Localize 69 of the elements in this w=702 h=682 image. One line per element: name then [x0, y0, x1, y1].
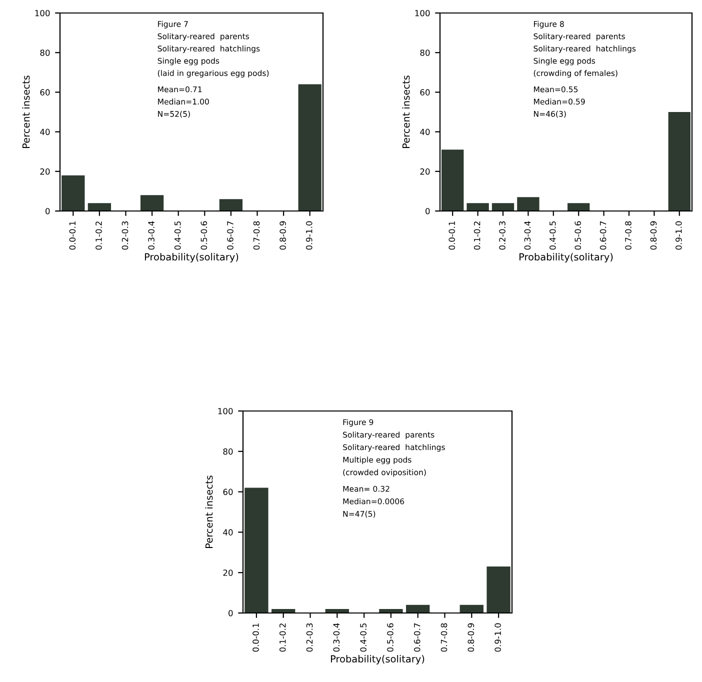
x-tick-label: 0.4-0.5	[360, 623, 366, 652]
x-tick-label: 0.1-0.2	[96, 222, 102, 250]
y-tick-label: 20	[40, 168, 50, 175]
x-tick-label: 0.9-1.0	[494, 623, 501, 652]
y-tick-label: 0	[426, 208, 430, 214]
bar	[219, 199, 243, 211]
y-tick-label: 0	[46, 208, 50, 214]
x-tick-label: 0.7-0.8	[625, 221, 632, 250]
y-tick-label: 40	[420, 128, 430, 136]
x-tick-label: 0.5-0.6	[200, 221, 208, 250]
y-tick-label: 20	[223, 570, 233, 576]
y-tick-label: 80	[40, 50, 50, 56]
x-tick-label: 0.5-0.6	[574, 221, 582, 250]
x-tick-label: 0.1-0.2	[474, 222, 480, 250]
x-tick-label: 0.3-0.4	[333, 623, 340, 652]
x-tick-label: 0.2-0.3	[122, 221, 128, 250]
y-tick-label: 80	[223, 448, 233, 455]
bar	[460, 604, 484, 613]
x-tick-label: 0.4-0.5	[174, 221, 181, 250]
y-tick-label: 0	[228, 610, 233, 616]
x-tick-label: 0.3-0.4	[524, 221, 531, 250]
y-tick-label: 20	[420, 168, 430, 175]
bar	[517, 197, 540, 211]
y-tick-label: 60	[223, 488, 233, 496]
y-tick-label: 40	[223, 529, 233, 536]
x-tick-label: 0.6-0.7	[600, 221, 606, 250]
y-tick-label: 60	[420, 89, 430, 96]
y-tick-label: 60	[40, 89, 50, 96]
x-tick-label: 0.8-0.9	[650, 221, 657, 250]
y-tick-label: 100	[415, 10, 430, 16]
x-tick-label: 0.8-0.9	[468, 623, 474, 652]
x-tick-label: 0.7-0.8	[440, 623, 448, 652]
x-axis-title: Probability(solitary)	[145, 253, 238, 262]
bar	[668, 112, 690, 211]
x-tick-label: 0.7-0.8	[253, 221, 260, 250]
x-tick-label: 0.6-0.7	[227, 221, 234, 250]
bar	[298, 84, 322, 211]
x-tick-label: 0.5-0.6	[387, 623, 394, 652]
x-tick-label: 0.8-0.9	[280, 221, 286, 250]
x-axis-title: Probability(solitary)	[520, 253, 613, 262]
y-tick-label: 40	[40, 128, 50, 136]
x-tick-label: 0.2-0.3	[306, 623, 313, 652]
bar	[244, 488, 268, 613]
x-tick-label: 0.6-0.7	[414, 623, 420, 652]
y-axis-title: Percent insects	[205, 476, 213, 548]
x-tick-label: 0.3-0.4	[148, 221, 154, 250]
y-axis-title: Percent insects	[22, 76, 30, 148]
bar	[442, 150, 464, 211]
x-tick-label: 0.2-0.3	[499, 221, 506, 250]
bar	[492, 203, 514, 211]
x-tick-label: 0.0-0.1	[252, 623, 259, 652]
y-tick-label: 80	[420, 50, 430, 56]
y-tick-label: 100	[35, 10, 50, 16]
x-tick-label: 0.0-0.1	[448, 221, 456, 250]
x-tick-label: 0.9-1.0	[676, 221, 682, 250]
bar	[466, 203, 489, 211]
bar	[62, 175, 85, 211]
x-axis-title: Probability(solitary)	[331, 655, 424, 664]
bar	[88, 203, 112, 211]
y-axis-title: Percent insects	[402, 76, 410, 148]
x-tick-label: 0.1-0.2	[279, 624, 286, 652]
y-tick-label: 100	[218, 408, 233, 414]
bar	[568, 203, 590, 211]
bar	[486, 566, 510, 613]
bar	[406, 604, 430, 613]
x-tick-label: 0.4-0.5	[550, 221, 556, 250]
bar	[140, 195, 164, 211]
x-tick-label: 0.0-0.1	[69, 221, 76, 250]
x-tick-label: 0.9-1.0	[306, 221, 312, 250]
